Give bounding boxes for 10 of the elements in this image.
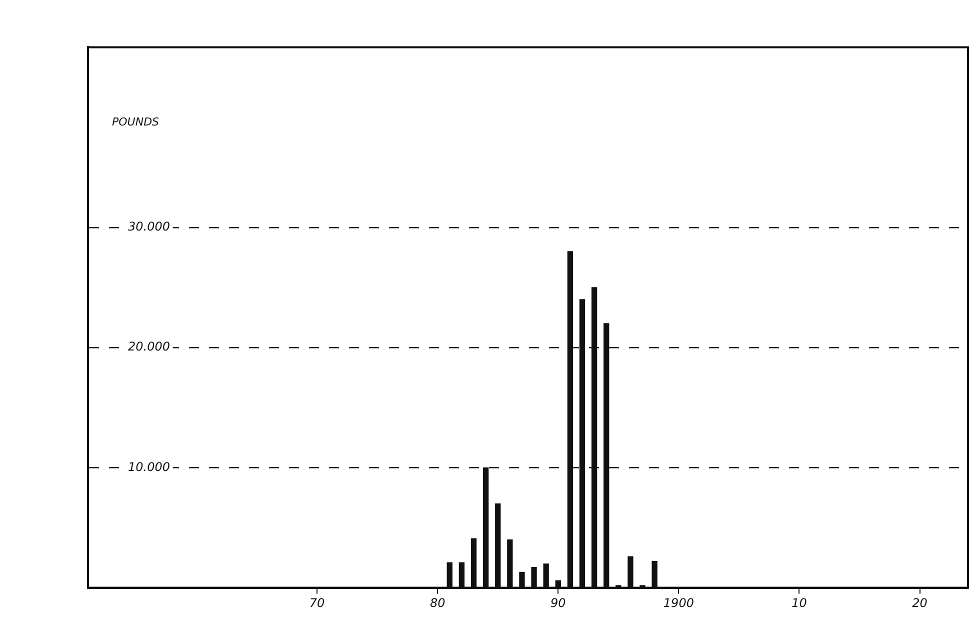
x-tick-label: 1900 (663, 596, 694, 610)
y-axis-title: POUNDS (112, 116, 160, 129)
y-tick-label: 10.000 (128, 460, 170, 474)
y-tick-label: 20.000 (128, 340, 170, 354)
x-tick-label: 70 (309, 596, 326, 610)
x-tick-label: 80 (430, 596, 446, 610)
y-tick-label: 30.000 (128, 220, 170, 234)
x-tick-label: 20 (912, 596, 928, 610)
x-tick-label: 90 (550, 596, 566, 610)
x-tick-label: 10 (792, 596, 808, 610)
